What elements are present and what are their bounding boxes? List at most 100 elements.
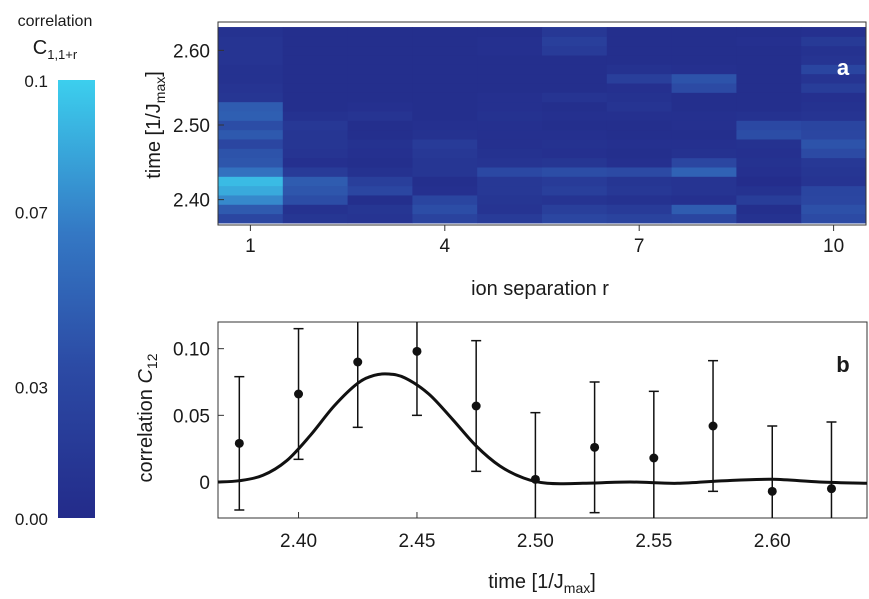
heatmap-cell — [542, 73, 608, 84]
heatmap-cell — [477, 110, 543, 121]
data-point — [708, 421, 718, 431]
data-point-group — [767, 425, 778, 518]
heatmap-cell — [282, 148, 349, 159]
heatmap-cell — [542, 129, 608, 140]
heatmap-cell — [542, 185, 608, 196]
heatmap-cell — [347, 55, 413, 65]
heatmap-cell — [477, 73, 543, 84]
heatmap-cell — [606, 194, 673, 205]
heatmap-cell — [801, 204, 867, 215]
heatmap-cell — [347, 45, 413, 56]
heatmap-cell — [542, 213, 608, 224]
heatmap-cell — [477, 92, 543, 103]
heatmap-cell — [218, 213, 284, 224]
heatmap-cell — [412, 138, 478, 149]
heatmap-cell — [218, 194, 284, 205]
heatmap-cell — [347, 129, 413, 140]
heatmap-cell — [671, 64, 737, 75]
heatmap-cell — [347, 185, 413, 196]
heatmap-cell — [671, 185, 737, 196]
heatmap-cell — [347, 148, 413, 159]
heatmap-cell — [801, 36, 867, 47]
heatmap-cell — [801, 148, 867, 159]
heatmap-cell — [606, 176, 673, 187]
colorbar-tick-label: 0.07 — [15, 203, 48, 222]
data-point — [471, 401, 481, 411]
heatmap-cell — [542, 110, 608, 121]
data-point-group — [293, 327, 304, 461]
heatmap-cell — [736, 73, 802, 84]
scatter-x-tick-label: 2.55 — [635, 531, 672, 552]
heatmap-cell — [282, 138, 349, 149]
colorbar-gradient — [58, 80, 95, 518]
heatmap-cell — [736, 101, 802, 112]
heatmap-cell — [801, 27, 867, 37]
heatmap-cell — [606, 148, 673, 159]
heatmap-cell — [218, 27, 284, 37]
heatmap-cell — [542, 194, 608, 205]
heatmap-cell — [347, 194, 413, 205]
data-point — [767, 486, 777, 496]
heatmap-cell — [282, 73, 349, 84]
heatmap-cell — [542, 45, 608, 56]
heatmap-cell — [542, 148, 608, 159]
heatmap-cell — [282, 194, 349, 205]
heatmap-cell — [542, 138, 608, 149]
heatmap-cell — [606, 213, 673, 224]
heatmap-cell — [477, 36, 543, 47]
heatmap-y-axis-label-main: time [1/J — [143, 103, 165, 179]
heatmap-cell — [477, 194, 543, 205]
heatmap-cell — [671, 204, 737, 215]
heatmap-cell — [606, 45, 673, 56]
heatmap-cell — [542, 176, 608, 187]
data-point-group — [530, 411, 541, 518]
heatmap-cell — [347, 176, 413, 187]
heatmap-cell — [412, 27, 478, 37]
data-point-group — [234, 375, 245, 511]
heatmap-x-axis-label: ion separation r — [471, 278, 609, 300]
heatmap-cell — [801, 176, 867, 187]
heatmap-y-axis-label-end: ] — [143, 71, 165, 77]
heatmap-cell — [218, 101, 284, 112]
heatmap-cell — [736, 120, 802, 131]
heatmap-cell — [477, 129, 543, 140]
data-point-group — [648, 390, 659, 518]
heatmap-cell — [282, 157, 349, 168]
heatmap-cell — [477, 120, 543, 131]
heatmap-cell — [736, 110, 802, 121]
heatmap-y-ticks: 2.40 2.50 2.60 — [173, 41, 224, 212]
scatter-y-tick-label: 0.10 — [173, 340, 210, 361]
heatmap-cell — [606, 101, 673, 112]
heatmap-cell — [282, 185, 349, 196]
heatmap-cell — [736, 64, 802, 75]
heatmap-cell — [736, 166, 802, 177]
heatmap-cell — [542, 120, 608, 131]
heatmap-x-ticks: 1 4 7 10 — [245, 225, 844, 257]
panel-label-a: a — [837, 55, 850, 80]
heatmap-cell — [412, 129, 478, 140]
heatmap-cell — [347, 110, 413, 121]
heatmap-cell — [412, 101, 478, 112]
heatmap-cell — [477, 101, 543, 112]
heatmap-cell — [282, 92, 349, 103]
heatmap-cell — [282, 204, 349, 215]
scatter-x-axis-label-end: ] — [590, 571, 596, 593]
heatmap-cell — [218, 92, 284, 103]
data-point — [353, 357, 363, 367]
heatmap-cell — [477, 83, 543, 93]
heatmap-cell — [542, 83, 608, 93]
heatmap-x-tick-label: 7 — [634, 236, 645, 257]
heatmap-cell — [282, 45, 349, 56]
heatmap-cell — [477, 185, 543, 196]
scatter-y-tick-label: 0 — [199, 473, 210, 494]
heatmap-cell — [282, 176, 349, 187]
heatmap-cell — [218, 73, 284, 84]
heatmap-cell — [282, 120, 349, 131]
heatmap-cell — [412, 83, 478, 93]
heatmap-cell — [218, 110, 284, 121]
heatmap-cell — [606, 73, 673, 84]
heatmap-cell — [671, 166, 737, 177]
heatmap-cell — [671, 101, 737, 112]
scatter-frame — [217, 321, 868, 519]
heatmap-cell — [606, 129, 673, 140]
